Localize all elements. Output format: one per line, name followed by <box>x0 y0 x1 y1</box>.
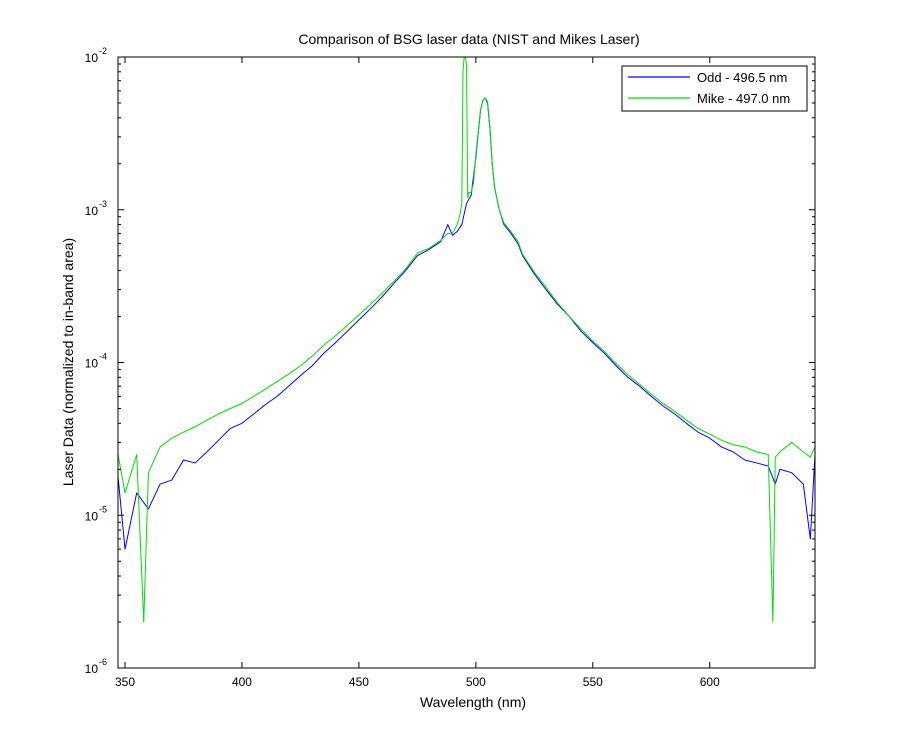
y-tick-label-exponent: -3 <box>99 199 107 209</box>
x-tick-label: 400 <box>232 675 252 689</box>
plot-area <box>117 56 816 669</box>
legend: Odd - 496.5 nm Mike - 497.0 nm <box>621 65 808 112</box>
y-tick-label-exponent: -6 <box>99 657 107 667</box>
y-tick-label-exponent: -5 <box>99 504 107 514</box>
legend-box <box>621 65 808 112</box>
y-tick-label-base: 10 <box>85 357 99 371</box>
y-tick-label-base: 10 <box>85 509 99 523</box>
legend-label-odd: Odd - 496.5 nm <box>697 70 787 85</box>
y-tick-label-exponent: -2 <box>99 46 107 56</box>
x-tick-label: 350 <box>115 675 135 689</box>
y-tick-label-base: 10 <box>85 662 99 676</box>
y-axis: 10-610-510-410-310-2 <box>85 46 815 676</box>
chart-title: Comparison of BSG laser data (NIST and M… <box>298 31 639 47</box>
x-tick-label: 450 <box>349 675 369 689</box>
x-axis-title: Wavelength (nm) <box>420 694 526 710</box>
plot-background <box>118 57 815 668</box>
series-layer <box>118 57 815 623</box>
y-tick-label-exponent: -4 <box>99 352 107 362</box>
legend-label-mike: Mike - 497.0 nm <box>697 91 790 106</box>
x-tick-label: 550 <box>583 675 603 689</box>
x-tick-label: 500 <box>466 675 486 689</box>
x-axis: 350 400 450 500 550 600 <box>115 57 720 689</box>
y-tick-label-base: 10 <box>85 51 99 65</box>
x-tick-label: 600 <box>700 675 720 689</box>
y-axis-title: Laser Data (normalized to in-band area) <box>60 238 76 486</box>
series-line-mike <box>118 57 815 623</box>
y-tick-label-base: 10 <box>85 204 99 218</box>
